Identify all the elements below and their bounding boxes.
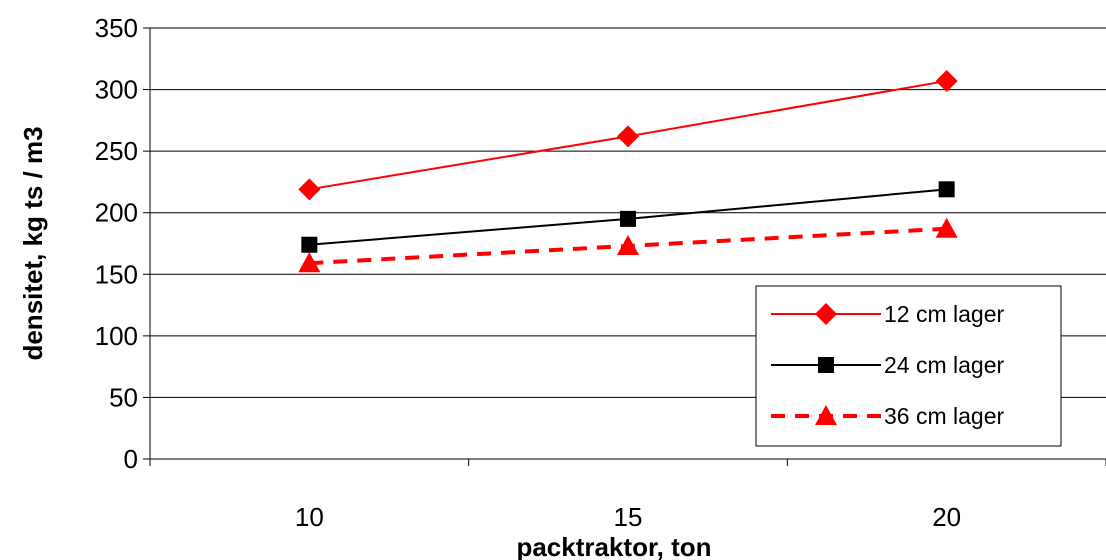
tick-labels: 0 50 100 150 200 250 300 350 10 15 20 [95, 13, 962, 532]
data-point [935, 69, 958, 92]
legend-item: 36 cm lager [771, 403, 1005, 429]
data-point [620, 210, 636, 227]
y-tick-label: 250 [95, 136, 138, 166]
y-tick-label: 50 [109, 382, 138, 412]
x-tick-label: 10 [295, 502, 324, 532]
data-point [935, 217, 958, 238]
series-lines [298, 69, 958, 273]
data-point [617, 125, 639, 148]
legend-label: 36 cm lager [884, 403, 1005, 429]
y-tick-label: 300 [95, 75, 138, 105]
y-axis-title: densitet, kg ts / m3 [18, 126, 48, 360]
legend-label: 12 cm lager [884, 301, 1005, 327]
gridlines [150, 27, 1106, 398]
legend-box [755, 285, 1062, 447]
legend: 12 cm lager 24 cm lager 36 cm lager [755, 285, 1062, 447]
y-tick-label: 150 [95, 259, 138, 289]
data-point [938, 181, 955, 198]
data-point [298, 252, 321, 273]
legend-item: 24 cm lager [771, 352, 1005, 378]
legend-swatch-marker [815, 303, 837, 325]
legend-swatch-marker [818, 357, 834, 373]
legend-label: 24 cm lager [884, 352, 1005, 378]
data-point [617, 234, 639, 255]
legend-item: 12 cm lager [771, 301, 1005, 327]
x-tick-label: 20 [932, 502, 961, 532]
axes [143, 27, 1106, 466]
data-point [298, 178, 321, 201]
y-tick-label: 200 [95, 198, 138, 228]
series-2 [301, 181, 955, 253]
y-tick-label: 0 [124, 444, 138, 474]
series-3 [298, 217, 958, 273]
x-axis-title: packtraktor, ton [516, 532, 711, 560]
data-point [301, 236, 318, 253]
x-tick-label: 15 [614, 502, 643, 532]
series-1 [298, 69, 958, 201]
y-tick-label: 350 [95, 13, 138, 43]
y-tick-label: 100 [95, 321, 138, 351]
legend-swatch-marker [815, 405, 837, 425]
